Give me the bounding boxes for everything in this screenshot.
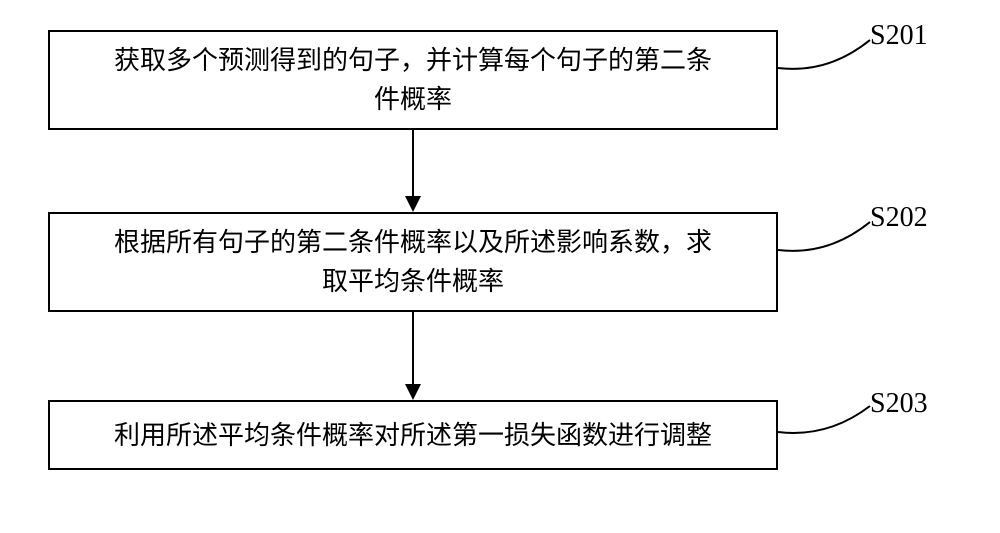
step-label-s203: S203: [870, 388, 928, 420]
text-line-2: 件概率: [374, 85, 452, 114]
arrow-line: [412, 130, 414, 196]
flow-box-s201: 获取多个预测得到的句子，并计算每个句子的第二条 件概率: [48, 30, 778, 130]
flow-box-s203: 利用所述平均条件概率对所述第一损失函数进行调整: [48, 400, 778, 470]
text-line-1: 利用所述平均条件概率对所述第一损失函数进行调整: [114, 421, 712, 450]
arrow-line: [412, 312, 414, 384]
step-label-s202: S202: [870, 202, 928, 234]
flow-box-text: 获取多个预测得到的句子，并计算每个句子的第二条 件概率: [114, 41, 712, 119]
flow-box-text: 利用所述平均条件概率对所述第一损失函数进行调整: [114, 416, 712, 455]
arrow-head: [405, 196, 421, 212]
connector-s202: [778, 220, 872, 260]
step-label-s201: S201: [870, 20, 928, 52]
text-line-1: 根据所有句子的第二条件概率以及所述影响系数，求: [114, 228, 712, 257]
text-line-1: 获取多个预测得到的句子，并计算每个句子的第二条: [114, 46, 712, 75]
flow-box-s202: 根据所有句子的第二条件概率以及所述影响系数，求 取平均条件概率: [48, 212, 778, 312]
connector-s203: [778, 404, 872, 444]
arrow-head: [405, 384, 421, 400]
flow-box-text: 根据所有句子的第二条件概率以及所述影响系数，求 取平均条件概率: [114, 223, 712, 301]
text-line-2: 取平均条件概率: [322, 267, 504, 296]
connector-s201: [778, 38, 872, 78]
